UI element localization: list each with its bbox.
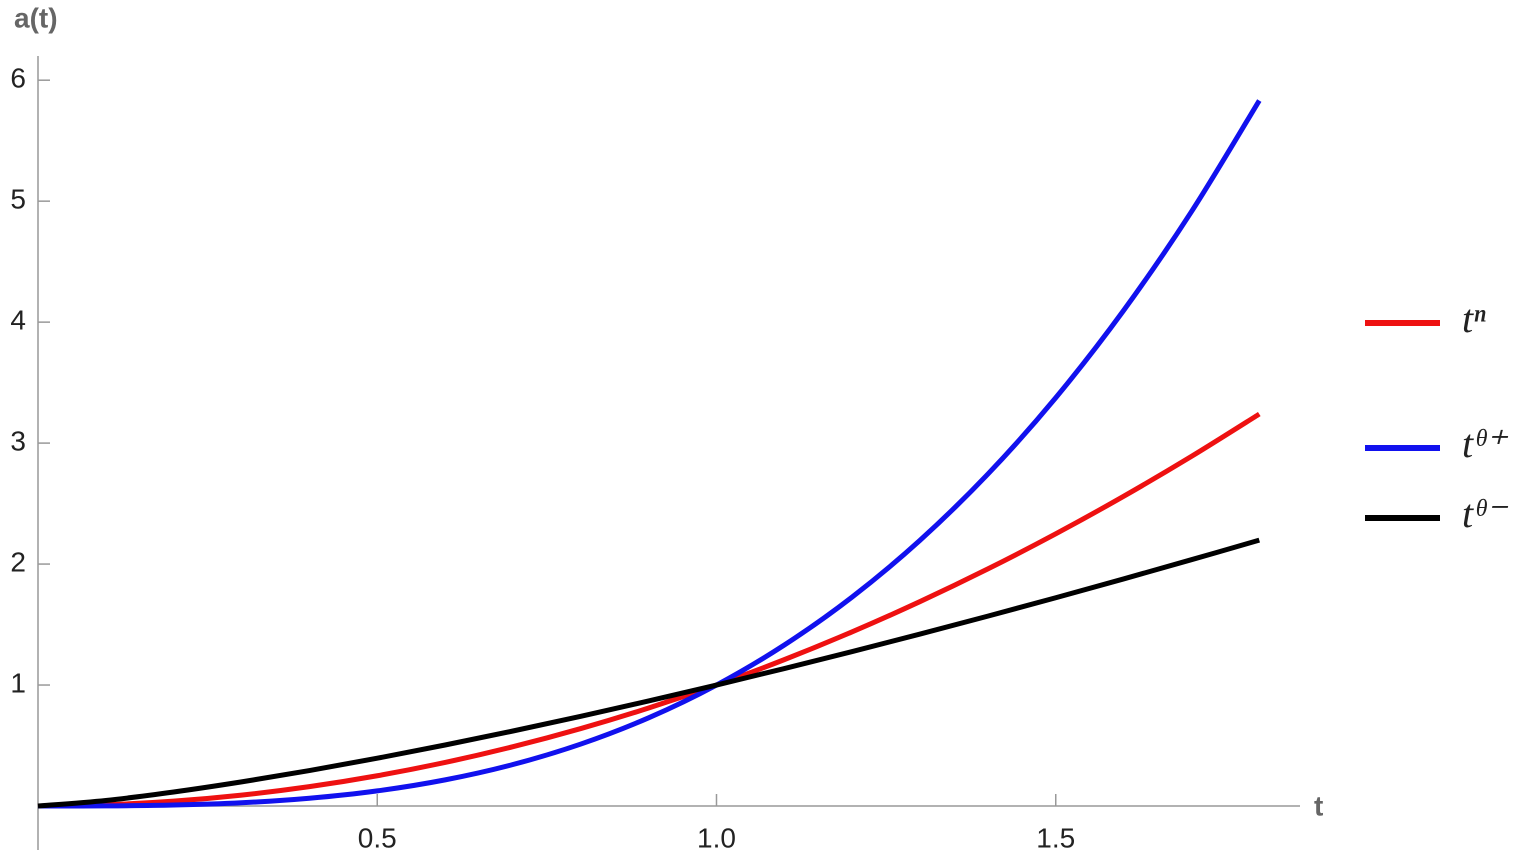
y-tick-label: 1 [10,667,26,698]
legend-label: tᶿ⁻ [1462,491,1509,536]
y-tick-label: 6 [10,63,26,94]
y-axis-label: a(t) [14,2,58,33]
line-series [37,411,1261,809]
y-tick-label: 2 [10,546,26,577]
x-tick-label: 0.5 [358,822,397,850]
x-tick-label: 1.5 [1036,822,1075,850]
y-tick-label: 4 [10,305,26,336]
legend-label: tᶿ⁺ [1462,421,1509,466]
legend-label: tⁿ [1462,296,1486,341]
line-series [37,99,1262,809]
x-axis-label: t [1314,790,1323,821]
line-series [37,537,1260,809]
y-tick-label: 5 [10,184,26,215]
x-tick-label: 1.0 [697,822,736,850]
y-tick-label: 3 [10,425,26,456]
